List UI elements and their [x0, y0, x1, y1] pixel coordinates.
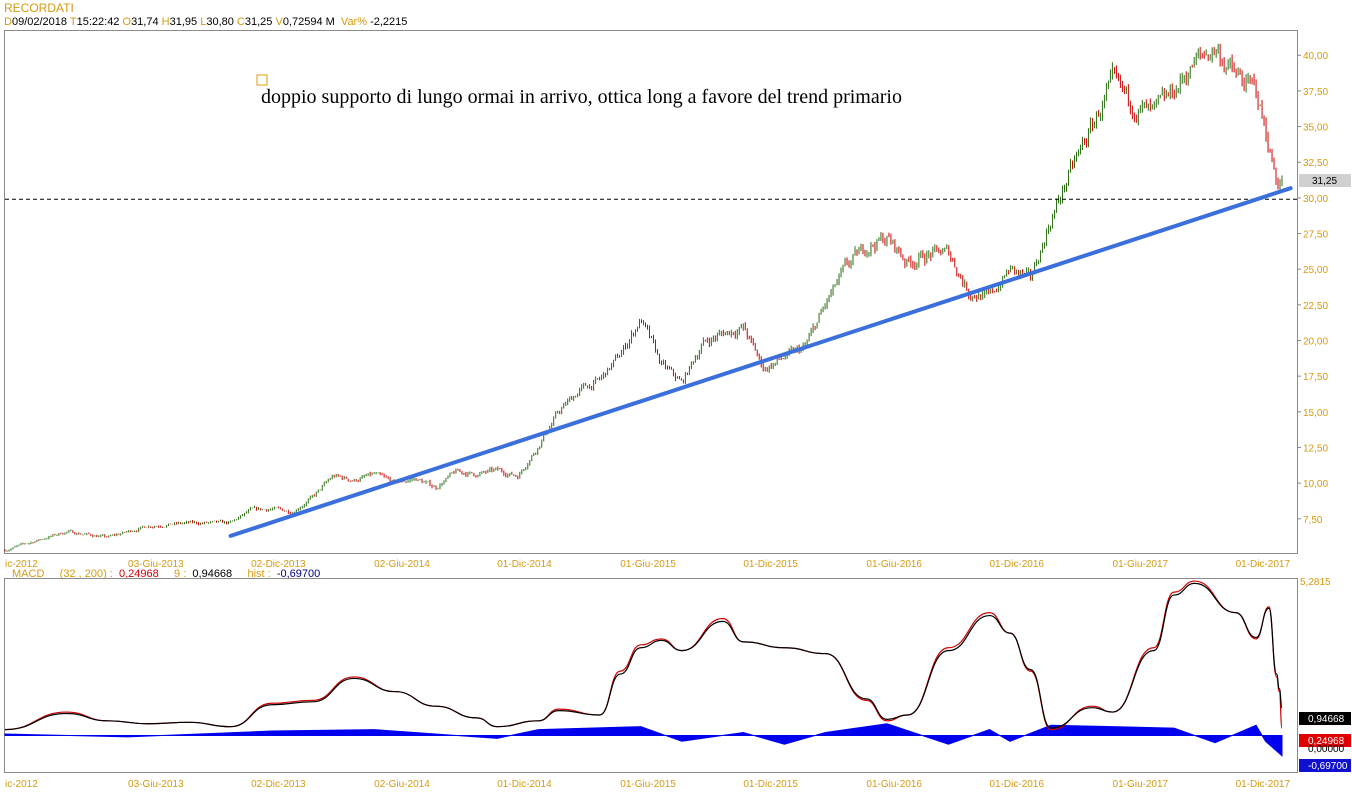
macd-value-badge: [1299, 712, 1351, 725]
chart-title: RECORDATI: [4, 1, 74, 15]
x-tick-label: 03-Giu-2013: [128, 779, 184, 790]
open-label: O: [122, 16, 132, 28]
macd-value-label: 0,94668: [1308, 714, 1345, 725]
trendline: [228, 186, 1293, 538]
macd-y-tick-label: 5,2815: [1300, 577, 1331, 588]
x-tick-label: 01-Giu-2016: [866, 779, 922, 790]
y-tick-label: 27,50: [1303, 230, 1328, 241]
x-tick-label: 02-Dic-2013: [251, 559, 306, 570]
x-tick-label: 01-Dic-2014: [497, 779, 552, 790]
y-tick-label: 25,00: [1303, 265, 1328, 276]
close-label: C: [236, 16, 245, 28]
macd-params: (32 , 200) :: [59, 568, 113, 580]
last-price-label: 31,25: [1312, 176, 1337, 187]
volume-label: V: [275, 16, 283, 28]
macd-label: MACD: [12, 568, 45, 580]
price-panel-frame: [4, 30, 1298, 554]
volume-value: 0,72594 M: [282, 16, 335, 28]
x-tick-label: 01-Giu-2017: [1113, 559, 1169, 570]
y-tick-label: 30,00: [1303, 194, 1328, 205]
close-value: 31,25: [244, 16, 273, 28]
x-tick-label: ic-2012: [5, 559, 38, 570]
quote-info: D09/02/2018 T15:22:42 O31,74 H31,95 L30,…: [4, 16, 407, 28]
signal-label: 9 :: [174, 568, 187, 580]
x-tick-label: 01-Giu-2017: [1113, 779, 1169, 790]
macd-header: MACD (32 , 200) : 0,24968 9 : 0,94668 hi…: [12, 568, 320, 580]
x-tick-label: 01-Giu-2015: [620, 559, 676, 570]
time-label: T: [69, 16, 77, 28]
low-value: 30,80: [206, 16, 234, 28]
var-label: Var%: [340, 16, 368, 28]
x-tick-label: 01-Dic-2015: [743, 779, 798, 790]
y-tick-label: 32,50: [1303, 158, 1328, 169]
last-price-badge: [1299, 174, 1351, 188]
x-tick-label: 02-Giu-2014: [374, 779, 430, 790]
x-tick-label: 01-Dic-2015: [743, 559, 798, 570]
high-value: 31,95: [169, 16, 198, 28]
macd-value-badge: [1299, 759, 1351, 772]
x-tick-label: 01-Giu-2016: [866, 559, 922, 570]
x-tick-label: 01-Dic-2016: [989, 559, 1044, 570]
annotation-text: doppio supporto di lungo ormai in arrivo…: [261, 86, 902, 108]
y-tick-label: 7,50: [1303, 515, 1323, 526]
high-label: H: [161, 16, 170, 28]
signal-line: [4, 582, 1283, 731]
y-tick-label: 40,00: [1303, 51, 1328, 62]
date-label: D: [4, 16, 12, 28]
var-value: -2,2215: [370, 16, 408, 28]
x-tick-label: 01-Dic-2016: [989, 779, 1044, 790]
x-tick-label: 01-Dic-2014: [497, 559, 552, 570]
macd-value-label: 0,00000: [1308, 744, 1345, 755]
macd-value-label: 0,24968: [1308, 736, 1345, 747]
date-value: 09/02/2018: [11, 16, 68, 28]
x-tick-label: 03-Giu-2013: [128, 559, 184, 570]
y-tick-label: 10,00: [1303, 479, 1328, 490]
y-tick-label: 22,50: [1303, 301, 1328, 312]
x-tick-label: 02-Giu-2014: [374, 559, 430, 570]
y-tick-label: 17,50: [1303, 372, 1328, 383]
x-tick-label: 01-Giu-2015: [620, 779, 676, 790]
macd-value: 0,24968: [119, 568, 159, 580]
x-tick-label: 01-Dic-2017: [1236, 779, 1291, 790]
y-tick-label: 35,00: [1303, 123, 1328, 134]
hist-label: hist :: [247, 568, 271, 580]
macd-value-label: -0,69700: [1308, 761, 1348, 772]
open-value: 31,74: [131, 16, 159, 28]
x-tick-label: ic-2012: [5, 779, 38, 790]
time-value: 15:22:42: [76, 16, 120, 28]
macd-histogram: [4, 723, 1283, 757]
macd-panel-frame: [4, 578, 1298, 773]
macd-value-badge: [1299, 734, 1351, 747]
y-tick-label: 12,50: [1303, 443, 1328, 454]
y-tick-label: 20,00: [1303, 336, 1328, 347]
y-tick-label: 37,50: [1303, 87, 1328, 98]
x-tick-label: 02-Dic-2013: [251, 779, 306, 790]
y-tick-label: 15,00: [1303, 408, 1328, 419]
x-tick-label: 01-Dic-2017: [1236, 559, 1291, 570]
hist-value: -0,69700: [276, 568, 321, 580]
annotation-marker[interactable]: [256, 74, 268, 86]
low-label: L: [200, 16, 207, 28]
signal-value: 0,94668: [192, 568, 233, 580]
